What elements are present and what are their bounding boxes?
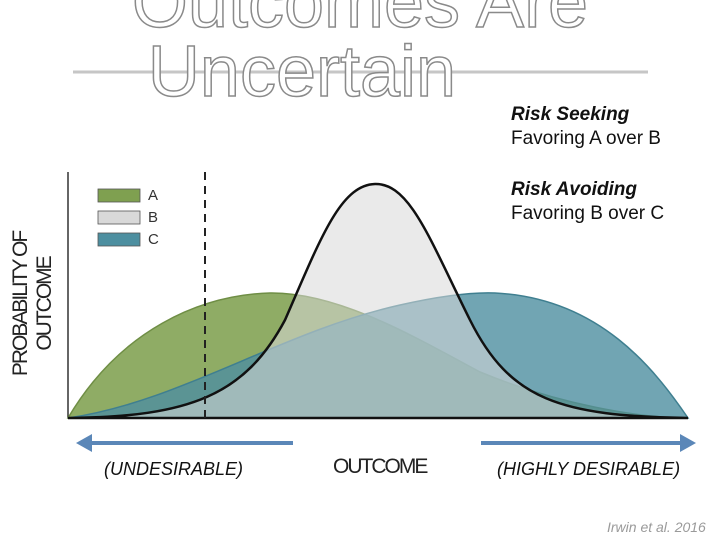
- x-axis-label: OUTCOME: [333, 455, 428, 478]
- caption-highly-desirable: (HIGHLY DESIRABLE): [497, 459, 681, 479]
- series-group: [66, 182, 690, 420]
- note-risk-seeking: Risk Seeking Favoring A over B: [511, 103, 661, 151]
- note-risk-avoiding-heading: Risk Avoiding: [511, 179, 637, 200]
- legend: [97, 188, 141, 247]
- legend-swatch-b: [97, 210, 141, 225]
- legend-swatch-a: [97, 188, 141, 203]
- caption-undesirable: (UNDESIRABLE): [104, 459, 244, 479]
- note-risk-avoiding: Risk Avoiding Favoring B over C: [511, 178, 664, 226]
- citation: Irwin et al. 2016: [607, 519, 706, 535]
- note-risk-seeking-text: Favoring A over B: [511, 127, 661, 149]
- title-line-2: Uncertain: [147, 32, 457, 112]
- title-line-1: Outcomes Are: [131, 0, 589, 43]
- legend-label-c: C: [148, 231, 159, 248]
- series-b-area: [67, 182, 689, 420]
- legend-swatch-c: [97, 232, 141, 247]
- note-risk-avoiding-text: Favoring B over C: [511, 202, 665, 224]
- legend-label-b: B: [148, 209, 159, 226]
- y-axis-label: PROBABILITY OF OUTCOME: [9, 231, 56, 377]
- right-arrow: [481, 434, 696, 452]
- left-arrow: [76, 434, 293, 452]
- note-risk-seeking-heading: Risk Seeking: [511, 104, 630, 125]
- legend-label-a: A: [148, 187, 159, 204]
